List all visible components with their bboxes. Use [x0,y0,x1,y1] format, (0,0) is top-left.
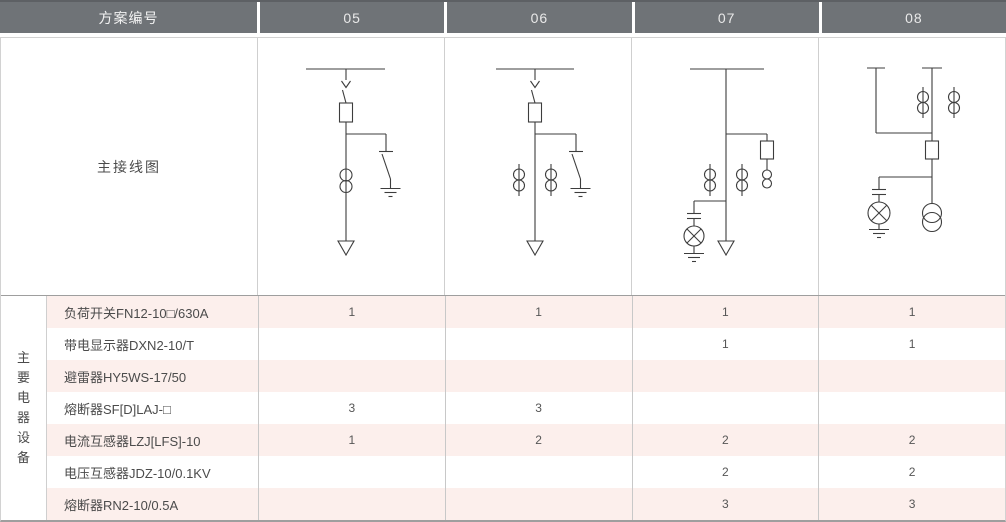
table-row: 电压互感器JDZ-10/0.1KV 2 2 [47,456,1005,488]
wiring-diagram-cell-07 [631,38,818,295]
table-row: 负荷开关FN12-10□/630A 1 1 1 1 [47,296,1005,328]
voltage-transformer-symbol [921,202,943,233]
ground-symbol [869,228,889,239]
quantity-07: 1 [631,328,819,360]
cable-head-symbol [526,240,544,257]
quantity-07 [631,360,819,392]
earthing-switch-symbol [535,133,583,188]
equipment-name: 电流互感器LZJ[LFS]-10 [64,433,201,449]
quantity-07: 2 [631,456,819,488]
scheme-column-header-06: 06 [447,2,632,33]
cable-head-symbol [337,240,355,257]
quantity-07 [631,392,819,424]
ground-symbol [684,252,704,263]
quantity-07: 1 [631,296,819,328]
equipment-name: 熔断器RN2-10/0.5A [64,497,179,513]
equipment-name: 避雷器HY5WS-17/50 [64,369,187,385]
wiring-diagram-cell-06 [444,38,631,295]
current-transformer-symbol [544,164,558,196]
load-switch-symbol [341,69,351,104]
wiring-diagram-cell-05 [257,38,444,295]
quantity-08: 2 [818,456,1005,488]
quantity-08: 1 [818,328,1005,360]
quantity-07: 2 [631,424,819,456]
current-transformer-symbol [339,168,353,194]
wiring-diagram-cell-08 [818,38,1005,295]
table-row: 熔断器RN2-10/0.5A 3 3 [47,488,1005,520]
equipment-area: 主要电器设备 负荷开关FN12-10□/630A 1 1 1 1 带电显示器DX… [1,295,1005,520]
voltage-transformer-symbol [761,169,773,189]
scheme-column-header-05: 05 [260,2,445,33]
quantity-06: 2 [444,424,632,456]
table-header-row: 方案编号 05 06 07 08 [0,0,1006,33]
fuse-symbol [338,102,354,123]
quantity-05: 3 [258,392,445,424]
incoming-terminal [922,67,942,141]
current-transformer-symbol [916,87,930,118]
equipment-name: 带电显示器DXN2-10/T [64,337,195,353]
current-transformer-symbol [512,164,526,196]
fuse-symbol [924,140,940,160]
quantity-05 [258,328,445,360]
quantity-05: 1 [258,424,445,456]
ground-symbol [570,187,591,198]
earthing-switch-symbol [346,133,393,188]
quantity-06 [444,360,632,392]
quantity-05 [258,488,445,520]
equipment-rows: 负荷开关FN12-10□/630A 1 1 1 1 带电显示器DXN2-10/T… [47,296,1005,520]
equipment-name: 熔断器SF[D]LAJ-□ [64,401,171,417]
table-row: 带电显示器DXN2-10/T 1 1 [47,328,1005,360]
equipment-name: 电压互感器JDZ-10/0.1KV [64,465,211,481]
quantity-08: 3 [818,488,1005,520]
current-transformer-symbol [735,164,749,196]
incoming-terminal [867,67,885,133]
equipment-group-label-cell: 主要电器设备 [1,296,47,520]
quantity-06 [444,488,632,520]
wiring-diagram-08 [867,67,961,239]
quantity-06 [444,456,632,488]
load-switch-symbol [530,69,540,104]
scheme-column-header-08: 08 [821,2,1006,33]
quantity-05 [258,360,445,392]
wiring-diagram-07 [683,68,775,263]
quantity-05: 1 [258,296,445,328]
quantity-06 [444,328,632,360]
current-transformer-symbol [947,87,961,118]
wiring-diagram-06 [496,68,591,257]
scheme-number-header: 方案编号 [0,2,257,33]
quantity-06: 1 [444,296,632,328]
quantity-08: 2 [818,424,1005,456]
main-wiring-diagram-label: 主接线图 [97,158,161,175]
fuse-symbol [726,133,775,170]
scheme-column-header-07: 07 [634,2,819,33]
current-transformer-symbol [703,164,717,196]
fuse-symbol [527,102,543,123]
quantity-08 [818,360,1005,392]
equipment-group-label: 主要电器设备 [16,350,30,465]
equipment-name: 负荷开关FN12-10□/630A [64,305,209,321]
ground-symbol [380,187,401,198]
table-row: 电流互感器LZJ[LFS]-10 1 2 2 2 [47,424,1005,456]
live-display-symbol [683,200,726,253]
wiring-diagram-05 [306,68,401,257]
cable-head-symbol [717,240,735,257]
table-body: 主接线图 [0,37,1006,522]
quantity-08: 1 [818,296,1005,328]
quantity-06: 3 [444,392,632,424]
quantity-05 [258,456,445,488]
wiring-diagram-row: 主接线图 [1,38,1005,295]
quantity-08 [818,392,1005,424]
live-display-symbol [867,176,932,229]
table-row: 熔断器SF[D]LAJ-□ 3 3 [47,392,1005,424]
table-row: 避雷器HY5WS-17/50 [47,360,1005,392]
quantity-07: 3 [631,488,819,520]
